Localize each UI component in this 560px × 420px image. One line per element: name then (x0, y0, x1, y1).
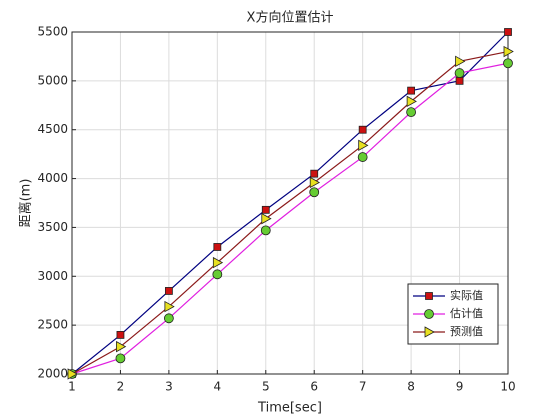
marker (309, 187, 320, 198)
x-tick-label: 5 (262, 380, 270, 394)
marker (260, 225, 271, 236)
y-tick-label: 5500 (37, 25, 68, 39)
series-line (71, 50, 509, 375)
y-tick-label: 2000 (37, 367, 68, 381)
x-tick-label: 10 (500, 380, 515, 394)
marker (504, 28, 512, 36)
marker (358, 125, 367, 134)
marker (213, 243, 222, 251)
x-tick-label: 3 (165, 380, 173, 394)
marker (455, 55, 466, 67)
marker (406, 95, 417, 108)
marker (455, 76, 464, 85)
marker (212, 269, 223, 280)
marker (357, 152, 368, 162)
marker (261, 205, 270, 214)
marker (406, 107, 417, 118)
chart-title: X方向位置估计 (247, 10, 334, 26)
marker (358, 139, 369, 152)
x-tick-label: 8 (407, 380, 415, 394)
marker (163, 313, 174, 324)
y-tick-label: 2500 (37, 318, 68, 332)
marker (116, 331, 125, 339)
marker (116, 340, 127, 353)
x-tick-label: 7 (359, 380, 367, 394)
legend-label: 实际值 (450, 288, 483, 302)
y-tick-label: 4000 (37, 171, 68, 185)
marker (454, 68, 465, 78)
marker (164, 300, 175, 313)
marker (503, 45, 514, 58)
marker (164, 287, 173, 295)
marker (309, 176, 321, 189)
x-axis-label: Time[sec] (257, 401, 322, 416)
marker (407, 86, 416, 95)
x-tick-label: 9 (456, 380, 464, 394)
y-tick-label: 4500 (37, 122, 68, 136)
legend-marker (425, 292, 433, 300)
series-line (71, 62, 509, 375)
y-tick-label: 3000 (37, 269, 68, 283)
y-axis-label: 距离(m) (18, 179, 34, 228)
marker (115, 353, 126, 364)
x-tick-label: 6 (310, 380, 318, 394)
legend-marker (424, 326, 435, 338)
y-tick-label: 3500 (37, 220, 68, 234)
marker (67, 368, 78, 380)
marker (212, 256, 224, 269)
legend-marker (424, 309, 434, 319)
marker (261, 212, 272, 225)
plot-frame (71, 31, 509, 375)
x-tick-label: 2 (117, 380, 125, 394)
legend-label: 预测值 (450, 325, 483, 338)
x-tick-label: 4 (214, 380, 222, 394)
marker (310, 169, 319, 178)
series-line (71, 31, 509, 375)
y-tick-label: 5000 (37, 73, 68, 87)
marker (503, 58, 513, 69)
legend-label: 估计值 (450, 307, 483, 320)
x-tick-label: 1 (68, 380, 76, 394)
